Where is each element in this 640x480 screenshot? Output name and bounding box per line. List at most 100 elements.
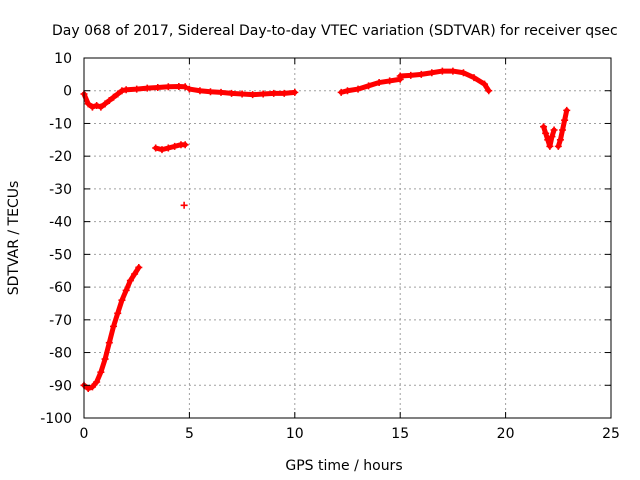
data-point [158, 146, 166, 154]
x-tick-label: 25 [602, 426, 620, 442]
series-arc-3 [185, 85, 299, 99]
series-arc-9 [554, 106, 571, 150]
data-point [88, 103, 96, 111]
data-point [131, 270, 139, 278]
data-point [84, 385, 92, 393]
series-trace [397, 68, 492, 94]
y-tick-label: -90 [49, 378, 72, 394]
series-arc-6 [337, 75, 404, 96]
tick-layer: 0 5 10 15 20 25 10 0 -10 -20 -30 -40 -50 -60 -70 -80 -90… [40, 51, 620, 442]
data-point [118, 87, 126, 95]
data-point [470, 74, 478, 82]
data-point [365, 82, 373, 90]
series-arc-4 [152, 141, 189, 154]
data-point [259, 90, 267, 98]
data-point [180, 201, 188, 209]
plot-frame [83, 57, 612, 419]
data-point [449, 67, 457, 75]
x-tick-label: 0 [80, 426, 89, 442]
data-point [196, 87, 204, 95]
chart-title: Day 068 of 2017, Sidereal Day-to-day VTE… [52, 23, 618, 39]
data-point [559, 126, 567, 134]
data-point [181, 141, 189, 149]
data-point [185, 85, 193, 93]
data-point [386, 77, 394, 85]
data-point [291, 88, 299, 96]
y-tick-label: -40 [49, 215, 72, 231]
x-tick-label: 20 [497, 426, 515, 442]
y-tick-label: -80 [49, 346, 72, 362]
grid-layer [84, 58, 611, 418]
data-point [143, 84, 151, 92]
data-point [97, 368, 105, 376]
data-point [101, 355, 109, 363]
data-point [88, 383, 96, 391]
data-point [217, 88, 225, 96]
data-point [481, 80, 489, 88]
data-point [344, 87, 351, 95]
series-arc-7 [396, 67, 493, 95]
data-point [206, 88, 214, 96]
data-point [152, 144, 160, 152]
series-trace [81, 264, 142, 392]
data-point [270, 89, 278, 97]
data-point [540, 123, 548, 131]
data-point [171, 142, 179, 150]
data-point [84, 100, 92, 108]
data-point [122, 286, 130, 294]
data-point [135, 263, 143, 271]
data-point [354, 85, 362, 93]
series-arc-1 [80, 263, 143, 393]
data-point [407, 71, 415, 79]
data-point [417, 70, 425, 78]
data-point [93, 378, 101, 386]
data-point [164, 83, 172, 91]
data-point [105, 97, 113, 105]
data-point [154, 83, 162, 91]
y-tick-label: 0 [63, 84, 72, 100]
data-point [546, 142, 554, 150]
x-tick-label: 10 [286, 426, 304, 442]
y-axis-label: SDTVAR / TECUs [6, 181, 22, 296]
data-point [375, 79, 383, 87]
series-arc-8 [540, 123, 558, 150]
data-point [133, 85, 141, 93]
data-point [556, 136, 564, 144]
data-point [438, 67, 446, 75]
x-tick-label: 15 [391, 426, 409, 442]
data-point [280, 89, 288, 97]
data-point [428, 69, 436, 77]
data-point [164, 144, 172, 152]
y-tick-label: -70 [49, 313, 72, 329]
data-point [105, 339, 113, 347]
data-point [114, 309, 122, 317]
data-point [337, 88, 345, 96]
series-arc-5 [180, 201, 188, 209]
data-point [561, 116, 569, 124]
data-point [175, 82, 183, 90]
data-point [550, 126, 558, 134]
data-point [122, 86, 130, 94]
data-point [118, 296, 126, 304]
y-tick-label: -10 [49, 116, 72, 132]
series-arc-2 [80, 82, 189, 111]
data-point [544, 136, 552, 144]
data-point [548, 133, 556, 141]
data-point [563, 106, 571, 114]
data-point [228, 89, 236, 97]
data-point [554, 142, 562, 150]
y-tick-label: -30 [49, 182, 72, 198]
data-point [181, 83, 189, 91]
data-point [542, 129, 550, 137]
x-tick-label: 5 [185, 426, 194, 442]
data-point [396, 72, 404, 80]
y-tick-label: -100 [40, 411, 72, 427]
data-point [485, 87, 493, 95]
series-layer [80, 67, 571, 393]
x-axis-label: GPS time / hours [285, 458, 402, 474]
data-point [114, 90, 122, 98]
data-point [238, 90, 246, 98]
y-tick-label: 10 [54, 51, 72, 67]
y-tick-label: -60 [49, 280, 72, 296]
